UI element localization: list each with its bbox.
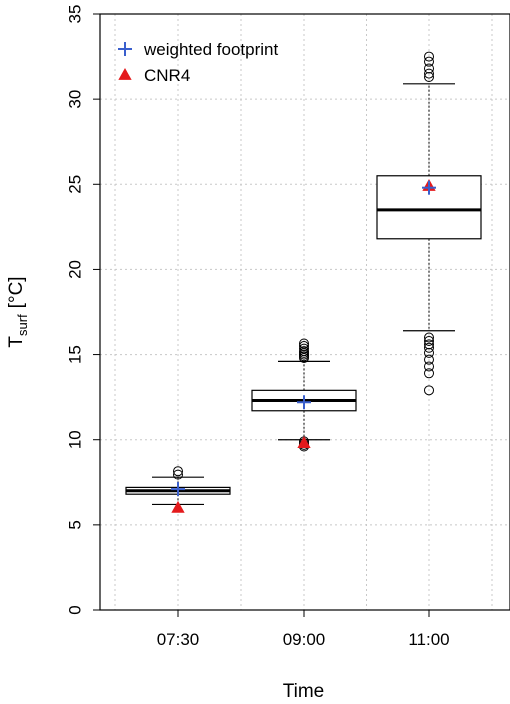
weighted-footprint-marker: [297, 395, 311, 410]
outlier-point: [424, 342, 434, 353]
outlier-point: [424, 332, 434, 343]
legend: weighted footprint CNR4: [118, 40, 278, 85]
outlier-point: [424, 68, 434, 79]
y-axis-title: Tsurf [°C]: [6, 276, 30, 347]
outlier-point: [299, 346, 309, 357]
x-tick-label: 09:00: [283, 630, 326, 649]
outlier-point: [424, 368, 434, 379]
y-tick-label: 10: [65, 430, 84, 449]
outlier-point: [424, 51, 434, 62]
outlier-point: [299, 338, 309, 349]
plot-frame: [99, 13, 510, 611]
outlier-point: [424, 354, 434, 365]
outlier-point: [173, 466, 183, 477]
y-axis-title-unit: [°C]: [6, 276, 27, 308]
weighted-footprint-marker: [171, 482, 185, 497]
y-tick-label: 25: [65, 175, 84, 194]
y-tick-label: 0: [65, 605, 84, 614]
outlier-point: [424, 56, 434, 67]
y-axis-title-subscript: surf: [15, 314, 30, 336]
cnr4-marker: [297, 436, 311, 449]
x-axis-title: Time: [283, 681, 325, 702]
x-tick-label: 07:30: [157, 630, 200, 649]
axes: 0 5 10 15 20 25 30 35 07:30 09:00 11:00: [65, 5, 449, 649]
legend-marker-weighted-footprint: [118, 42, 132, 56]
weighted-footprint-marker: [422, 180, 436, 195]
y-tick-label: 20: [65, 260, 84, 279]
legend-label-cnr4: CNR4: [144, 66, 190, 85]
x-tick-label: 11:00: [408, 630, 449, 649]
y-tick-label: 35: [65, 5, 84, 24]
outlier-point: [424, 339, 434, 350]
y-axis-title-main: T: [6, 336, 27, 348]
y-tick-label: 5: [65, 520, 84, 529]
y-tick-label: 30: [65, 90, 84, 109]
outlier-point: [424, 361, 434, 372]
outlier-point: [299, 341, 309, 352]
grid-lines: [100, 13, 510, 611]
outlier-point: [424, 385, 434, 396]
cnr4-marker: [171, 500, 185, 513]
outlier-point: [424, 63, 434, 74]
y-tick-label: 15: [65, 345, 84, 364]
outlier-point: [424, 335, 434, 346]
legend-marker-cnr4: [118, 68, 132, 80]
outlier-point: [299, 343, 309, 354]
data-markers: [171, 178, 436, 513]
outlier-point: [173, 469, 183, 480]
legend-label-weighted-footprint: weighted footprint: [143, 40, 278, 59]
